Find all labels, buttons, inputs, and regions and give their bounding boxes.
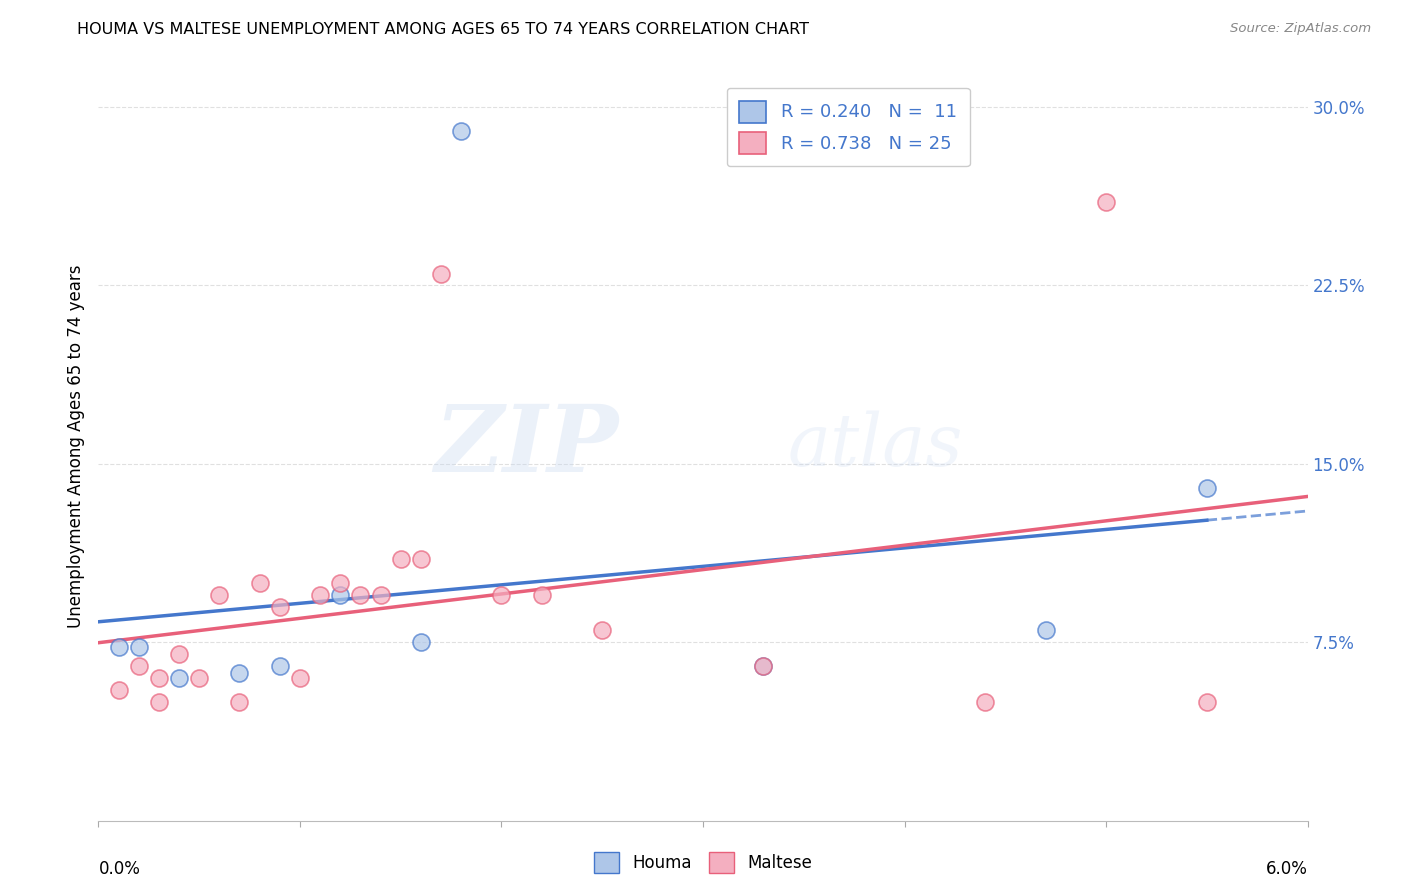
Text: Source: ZipAtlas.com: Source: ZipAtlas.com <box>1230 22 1371 36</box>
Point <box>269 659 291 673</box>
Point <box>329 588 352 602</box>
Point <box>128 659 150 673</box>
Point <box>107 682 129 697</box>
Point <box>591 624 613 638</box>
Text: HOUMA VS MALTESE UNEMPLOYMENT AMONG AGES 65 TO 74 YEARS CORRELATION CHART: HOUMA VS MALTESE UNEMPLOYMENT AMONG AGES… <box>77 22 810 37</box>
Point <box>409 635 432 649</box>
Text: ZIP: ZIP <box>434 401 619 491</box>
Legend: Houma, Maltese: Houma, Maltese <box>588 846 818 880</box>
Point <box>430 267 453 281</box>
Point <box>491 588 513 602</box>
Point <box>370 588 392 602</box>
Y-axis label: Unemployment Among Ages 65 to 74 years: Unemployment Among Ages 65 to 74 years <box>66 264 84 628</box>
Point <box>269 599 291 614</box>
Point <box>752 659 775 673</box>
Point <box>208 588 231 602</box>
Point <box>228 695 250 709</box>
Point <box>167 671 190 685</box>
Point <box>409 552 432 566</box>
Point <box>148 695 170 709</box>
Point <box>1095 195 1118 210</box>
Point <box>188 671 211 685</box>
Text: 6.0%: 6.0% <box>1265 860 1308 878</box>
Text: 0.0%: 0.0% <box>98 860 141 878</box>
Point <box>1195 695 1218 709</box>
Point <box>389 552 412 566</box>
Text: atlas: atlas <box>787 410 963 482</box>
Point <box>974 695 997 709</box>
Point <box>288 671 311 685</box>
Point <box>309 588 332 602</box>
Point <box>530 588 553 602</box>
Point <box>167 647 190 661</box>
Point <box>128 640 150 654</box>
Point <box>148 671 170 685</box>
Point <box>1035 624 1057 638</box>
Point <box>349 588 371 602</box>
Point <box>249 575 271 590</box>
Point <box>752 659 775 673</box>
Point <box>107 640 129 654</box>
Legend: R = 0.240   N =  11, R = 0.738   N = 25: R = 0.240 N = 11, R = 0.738 N = 25 <box>727 88 970 166</box>
Point <box>450 124 472 138</box>
Point <box>228 666 250 681</box>
Point <box>1195 481 1218 495</box>
Point <box>329 575 352 590</box>
